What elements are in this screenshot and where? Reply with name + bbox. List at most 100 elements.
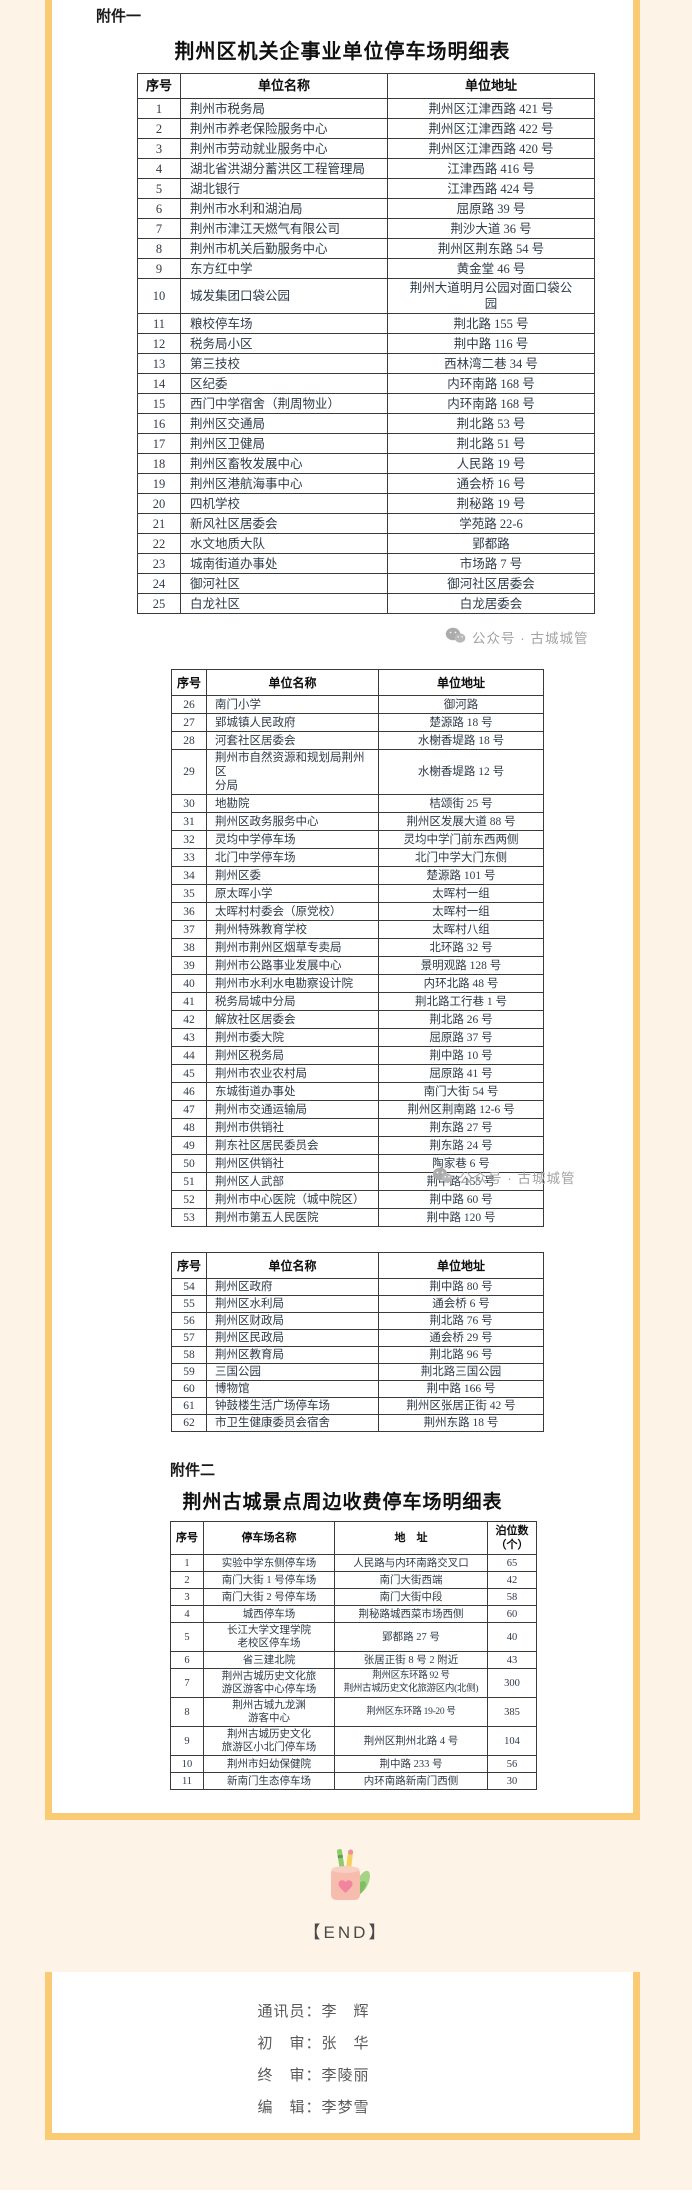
table-cell: 荆中路 60 号 xyxy=(378,1190,544,1209)
table-cell: 水文地质大队 xyxy=(180,533,388,554)
table-row: 1 实验中学东侧停车场 人民路与内环南路交叉口 65 xyxy=(170,1554,537,1572)
table-cell: 南门大街 54 号 xyxy=(378,1082,544,1101)
table-cell: 14 xyxy=(137,373,181,394)
table-cell: 粮校停车场 xyxy=(180,313,388,334)
table-cell: 通会桥 29 号 xyxy=(378,1329,544,1347)
table-cell: 荆州区发展大道 88 号 xyxy=(378,812,544,831)
table-cell: 17 xyxy=(137,433,181,454)
table-cell: 内环北路 48 号 xyxy=(378,974,544,993)
watermark-text: 公众号 · 古城城管 xyxy=(472,631,589,646)
table-row: 23 城南街道办事处 市场路 7 号 xyxy=(137,553,595,574)
table-cell: 104 xyxy=(487,1726,537,1756)
table-row: 9 荆州古城历史文化 旅游区小北门停车场 荆州区荆州北路 4 号 104 xyxy=(170,1726,537,1756)
table-cell: 5 xyxy=(170,1622,204,1652)
table-row: 21 新风社区居委会 学苑路 22-6 xyxy=(137,513,595,534)
table-cell: 景明观路 128 号 xyxy=(378,956,544,975)
table-cell: 楚源路 18 号 xyxy=(378,713,544,732)
table-cell: 荆中路 166 号 xyxy=(378,1380,544,1398)
table-cell: 水榭香堤路 12 号 xyxy=(378,749,544,795)
table-cell: 53 xyxy=(171,1208,207,1227)
table-cell: 市卫生健康委员会宿舍 xyxy=(206,1414,379,1432)
table-header: 序号 单位名称 单位地址 xyxy=(171,669,544,696)
table-cell: 27 xyxy=(171,713,207,732)
unit-table-part3: 序号 单位名称 单位地址 54 荆州区政府 荆中路 80 号 55 荆州区水利局 通会桥 6 … xyxy=(171,1252,544,1432)
table-cell: 郢城镇人民政府 xyxy=(206,713,379,732)
unit-table-part2: 序号 单位名称 单位地址 26 南门小学 御河路 27 郢城镇人民政府 楚源路 18 号 28 河… xyxy=(171,669,544,1227)
table-cell: 26 xyxy=(171,695,207,714)
table-cell: 人民路与内环南路交叉口 xyxy=(334,1554,488,1572)
watermark: 公众号 · 古城城管 xyxy=(432,1167,576,1187)
table-cell: 57 xyxy=(171,1329,207,1347)
table-cell: 荆州市津江天燃气有限公司 xyxy=(180,218,388,239)
table-row: 6 省三建北院 张居正街 8 号 2 附近 43 xyxy=(170,1651,537,1669)
table-cell: 10 xyxy=(170,1755,204,1773)
table-header: 序号 单位名称 单位地址 xyxy=(137,73,595,99)
table-cell: 荆州区委 xyxy=(206,866,379,885)
table-row: 51 荆州区人武部 荆中路 155 号 xyxy=(171,1172,544,1191)
table-cell: 荆州市荆州区烟草专卖局 xyxy=(206,938,379,957)
table-row: 48 荆州市供销社 荆东路 27 号 xyxy=(171,1118,544,1137)
table-cell: 31 xyxy=(171,812,207,831)
credits-card: 通讯员：李 辉初 审：张 华终 审：李陵丽编 辑：李梦雪 xyxy=(45,1972,640,2140)
table-cell: 19 xyxy=(137,473,181,494)
table-cell: 荆州特殊教育学校 xyxy=(206,920,379,939)
column-header: 序号 xyxy=(170,1521,204,1555)
table-cell: 灵均中学门前东西两侧 xyxy=(378,830,544,849)
table-row: 61 钟鼓楼生活广场停车场 荆州区张居正街 42 号 xyxy=(171,1397,544,1415)
table-cell: 荆沙大道 36 号 xyxy=(387,218,595,239)
table-cell: 水榭香堤路 18 号 xyxy=(378,731,544,750)
table-cell: 42 xyxy=(487,1571,537,1589)
table-cell: 河套社区居委会 xyxy=(206,731,379,750)
table-row: 2 南门大街 1 号停车场 南门大街西端 42 xyxy=(170,1571,537,1589)
table-cell: 北门中学停车场 xyxy=(206,848,379,867)
column-header: 单位地址 xyxy=(387,73,595,99)
table-cell: 荆州市养老保险服务中心 xyxy=(180,118,388,139)
table-row: 31 荆州区政务服务中心 荆州区发展大道 88 号 xyxy=(171,812,544,831)
table-cell: 荆州区江津西路 422 号 xyxy=(387,118,595,139)
table-cell: 博物馆 xyxy=(206,1380,379,1398)
table-cell: 荆州古城九龙渊 游客中心 xyxy=(203,1697,335,1727)
table-cell: 北环路 32 号 xyxy=(378,938,544,957)
table-cell: 34 xyxy=(171,866,207,885)
table-cell: 30 xyxy=(171,794,207,813)
table-cell: 税务局小区 xyxy=(180,333,388,354)
table-cell: 荆北路 26 号 xyxy=(378,1010,544,1029)
table-row: 33 北门中学停车场 北门中学大门东侧 xyxy=(171,848,544,867)
table-cell: 西林湾二巷 34 号 xyxy=(387,353,595,374)
table-cell: 56 xyxy=(171,1312,207,1330)
table-cell: 内环南路 168 号 xyxy=(387,393,595,414)
table-cell: 7 xyxy=(170,1668,204,1698)
table-cell: 荆州区水利局 xyxy=(206,1295,379,1313)
table-row: 32 灵均中学停车场 灵均中学门前东西两侧 xyxy=(171,830,544,849)
table-cell: 7 xyxy=(137,218,181,239)
table-cell: 太晖村八组 xyxy=(378,920,544,939)
table-cell: 44 xyxy=(171,1046,207,1065)
table-cell: 解放社区居委会 xyxy=(206,1010,379,1029)
table-cell: 黄金堂 46 号 xyxy=(387,258,595,279)
table-row: 11 粮校停车场 荆北路 155 号 xyxy=(137,313,595,334)
table-cell: 荆州大道明月公园对面口袋公 园 xyxy=(387,278,595,314)
table-cell: 西门中学宿舍（荆周物业） xyxy=(180,393,388,414)
table-row: 25 白龙社区 白龙居委会 xyxy=(137,593,595,614)
table-cell: 荆北路 76 号 xyxy=(378,1312,544,1330)
table-cell: 58 xyxy=(487,1588,537,1606)
document-card: 附件一 荆州区机关企事业单位停车场明细表 序号 单位名称 单位地址 1 荆州市税务局荆… xyxy=(45,0,640,1820)
column-header: 序号 xyxy=(171,669,207,696)
table-cell: 5 xyxy=(137,178,181,199)
table-cell: 南门小学 xyxy=(206,695,379,714)
table-cell: 新风社区居委会 xyxy=(180,513,388,534)
table-cell: 荆州区江津西路 420 号 xyxy=(387,138,595,159)
table-cell: 荆州区东环路 19-20 号 xyxy=(334,1697,488,1727)
table-row: 38 荆州市荆州区烟草专卖局 北环路 32 号 xyxy=(171,938,544,957)
table-cell: 60 xyxy=(171,1380,207,1398)
table-row: 5 湖北银行 江津西路 424 号 xyxy=(137,178,595,199)
table-cell: 荆州市劳动就业服务中心 xyxy=(180,138,388,159)
table-cell: 45 xyxy=(171,1064,207,1083)
table-row: 58 荆州区教育局 荆北路 96 号 xyxy=(171,1346,544,1364)
table-cell: 江津西路 416 号 xyxy=(387,158,595,179)
table-row: 44 荆州区税务局 荆中路 10 号 xyxy=(171,1046,544,1065)
table-row: 49 荆东社区居民委员会 荆东路 24 号 xyxy=(171,1136,544,1155)
table-cell: 40 xyxy=(171,974,207,993)
table-cell: 内环南路新南门西侧 xyxy=(334,1772,488,1790)
